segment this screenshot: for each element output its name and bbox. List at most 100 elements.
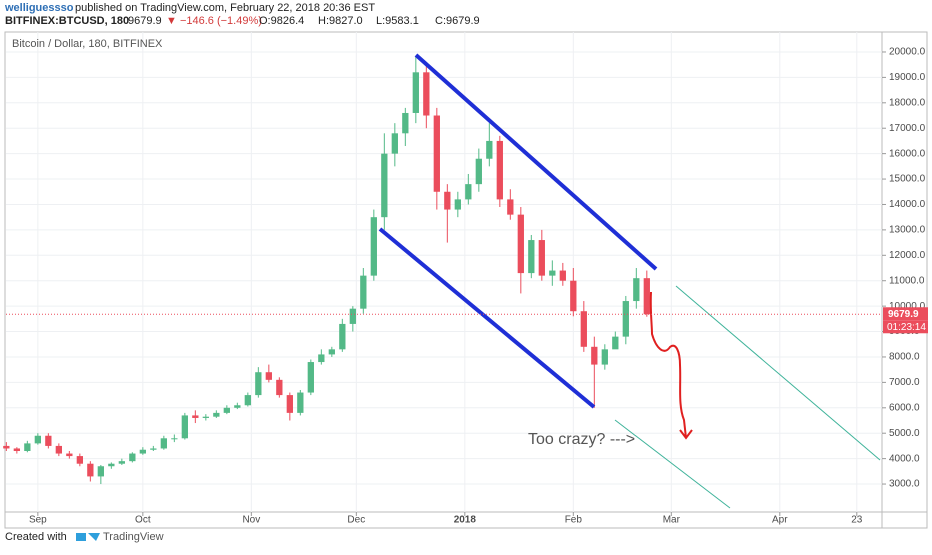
x-tick-label: Oct — [135, 515, 151, 526]
y-tick-label: 18000.0 — [889, 97, 926, 108]
candle-body — [160, 438, 167, 449]
y-tick-label: 10000.0 — [889, 301, 926, 312]
logo — [76, 533, 100, 541]
x-tick-label: Nov — [242, 515, 260, 526]
candles — [3, 57, 650, 485]
candle-body — [202, 416, 209, 418]
candle-body — [423, 72, 430, 116]
last-price-label: 9679.9 — [888, 309, 919, 320]
candle-body — [559, 270, 566, 281]
y-tick-label: 7000.0 — [889, 377, 920, 388]
candle-body — [139, 449, 146, 454]
candle-body — [475, 158, 482, 185]
candle-body — [444, 191, 451, 210]
candle-body — [339, 323, 346, 350]
ohlc-close: C:9679.9 — [435, 15, 480, 27]
candle-body — [507, 199, 514, 215]
candle-body — [244, 395, 251, 406]
footer-brand: TradingView — [103, 531, 164, 543]
candle-body — [370, 217, 377, 276]
forecast-arrow — [649, 291, 693, 440]
candle-body — [255, 372, 262, 396]
candle-body — [150, 448, 157, 450]
candle-body — [34, 435, 41, 444]
channel-lower — [378, 227, 596, 409]
candle-body — [412, 72, 419, 113]
candle-body — [517, 214, 524, 274]
x-tick-label: 2018 — [454, 515, 477, 526]
candle-body — [66, 453, 73, 457]
candle-body — [45, 435, 52, 446]
ohlc-high: H:9827.0 — [318, 15, 363, 27]
candle-body — [328, 349, 335, 355]
candle-body — [622, 301, 629, 337]
y-tick-label: 8000.0 — [889, 352, 920, 363]
y-tick-label: 11000.0 — [889, 275, 925, 286]
candle-body — [97, 466, 104, 477]
footer-created: Created with — [5, 531, 67, 543]
candle-body — [496, 140, 503, 200]
ohlc-open: O:9826.4 — [259, 15, 304, 27]
candle-body — [223, 407, 230, 413]
y-tick-label: 17000.0 — [889, 123, 926, 134]
y-tick-label: 20000.0 — [889, 47, 926, 58]
y-tick-label: 5000.0 — [889, 428, 920, 439]
candle-body — [360, 275, 367, 309]
candle-body — [591, 346, 598, 365]
x-tick-label: Feb — [565, 515, 583, 526]
candle-body — [87, 463, 94, 477]
change: ▼ −146.6 (−1.49%) — [166, 15, 262, 27]
candle-body — [13, 448, 20, 452]
candle-body — [24, 443, 31, 452]
symbol: BITFINEX:BTCUSD, 180 — [5, 15, 129, 27]
candle-body — [265, 372, 272, 380]
candle-body — [297, 392, 304, 413]
frame — [4, 31, 928, 529]
candle-body — [433, 115, 440, 192]
candle-body — [234, 405, 241, 408]
y-tick-label: 16000.0 — [889, 148, 926, 159]
y-tick-label: 6000.0 — [889, 402, 920, 413]
candle-body — [192, 415, 199, 418]
candle-body — [570, 280, 577, 312]
candle-body — [3, 445, 10, 449]
grid — [6, 32, 886, 516]
last-price-box — [883, 307, 928, 321]
published: published on TradingView.com, February 2… — [75, 2, 375, 14]
candle-body — [465, 184, 472, 200]
x-tick-label: Sep — [29, 515, 47, 526]
trend-line — [675, 285, 881, 461]
y-tick-label: 19000.0 — [889, 72, 926, 83]
candle-body — [318, 354, 325, 363]
publisher: welliguessso — [4, 2, 74, 14]
countdown: 01:23:14 — [887, 322, 926, 333]
candle-body — [307, 362, 314, 393]
trend-line — [614, 419, 731, 509]
candle-body — [402, 112, 409, 134]
candle-body — [181, 415, 188, 439]
candle-body — [643, 278, 650, 315]
candle-body — [286, 395, 293, 413]
candle-body — [118, 461, 125, 464]
candle-body — [549, 270, 556, 276]
candle-body — [528, 240, 535, 274]
y-tick-label: 14000.0 — [889, 199, 926, 210]
candle-body — [454, 199, 461, 210]
chart-title: Bitcoin / Dollar, 180, BITFINEX — [12, 38, 163, 50]
y-tick-label: 13000.0 — [889, 225, 926, 236]
candle-body — [601, 349, 608, 365]
annotation: Too crazy? ---> — [528, 431, 635, 448]
y-tick-label: 3000.0 — [889, 479, 920, 490]
candle-body — [612, 336, 619, 350]
candle-body — [76, 456, 83, 464]
y-tick-label: 15000.0 — [889, 174, 926, 185]
candle-body — [129, 453, 136, 462]
candle-body — [633, 278, 640, 302]
x-tick-label: Apr — [772, 515, 788, 526]
x-tick-label: 23 — [851, 515, 863, 526]
countdown-box — [883, 320, 928, 334]
candle-body — [580, 311, 587, 347]
